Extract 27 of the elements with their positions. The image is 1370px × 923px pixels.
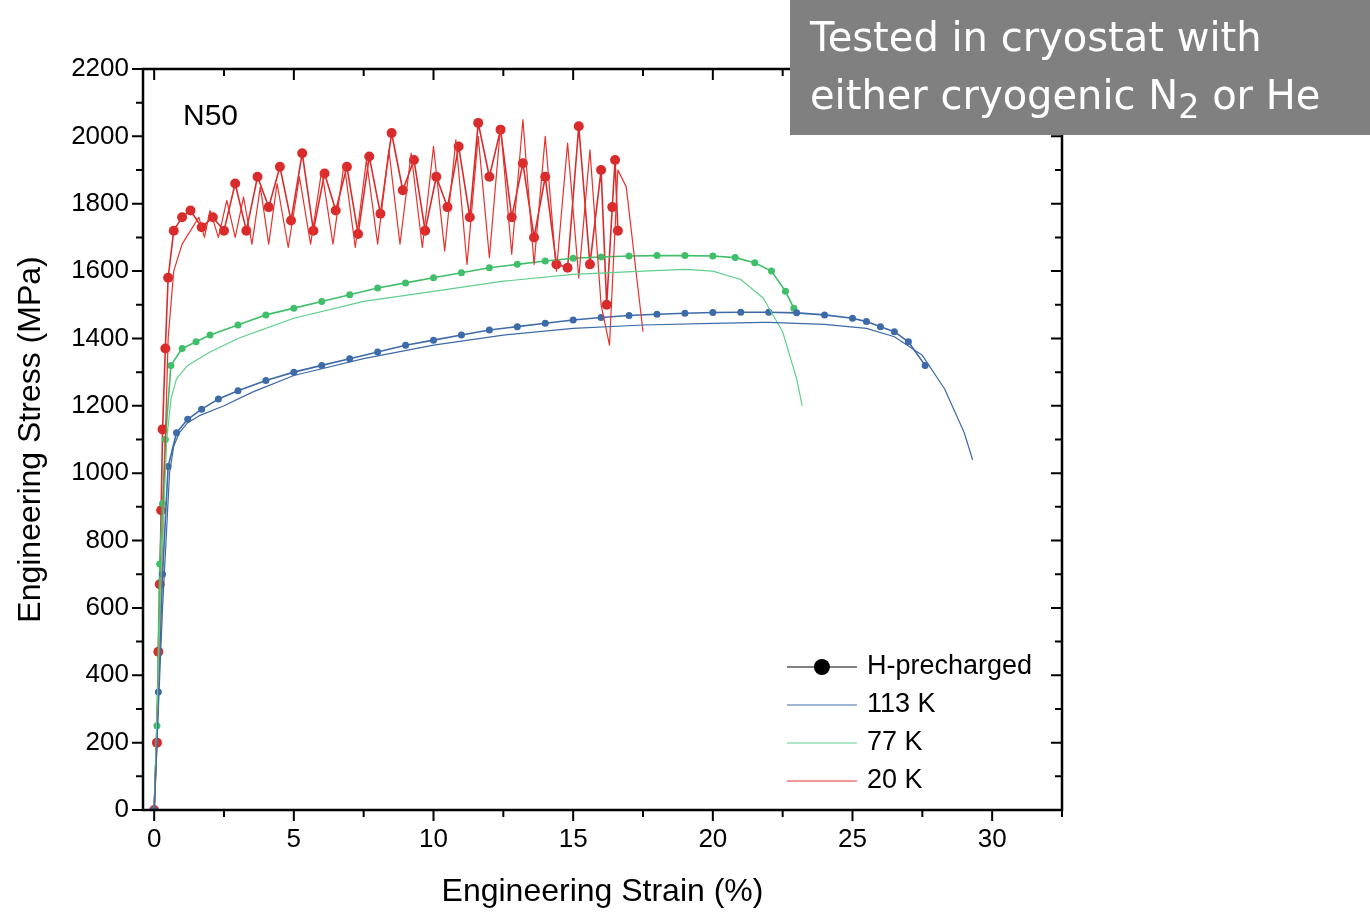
x-tick-label: 10 (419, 822, 448, 853)
y-tick-label: 2200 (71, 52, 129, 83)
y-tick-label: 1800 (71, 186, 129, 217)
x-tick-label: 25 (838, 822, 867, 853)
y-tick-label: 1600 (71, 254, 129, 285)
annotation: N50 (183, 98, 239, 132)
y-tick-label: 0 (114, 793, 129, 824)
x-tick-label: 15 (558, 822, 588, 853)
y-tick-label: 2000 (71, 119, 129, 150)
y-tick-label: 600 (85, 591, 129, 622)
y-tick-label: 200 (85, 725, 129, 756)
legend-label: 113 K (866, 688, 936, 719)
note-box: Tested in cryostat with either cryogenic N$_{2}$ or He (790, 0, 1370, 135)
x-tick-label: 0 (146, 822, 162, 853)
y-tick-label: 1400 (71, 321, 129, 352)
x-axis-title: Engineering Strain (%) (441, 871, 764, 908)
y-tick-label: 400 (85, 658, 129, 689)
y-tick-label: 1000 (71, 456, 129, 487)
y-axis-title: Engineering Stress (MPa) (11, 256, 48, 623)
legend-label: 77 K (866, 726, 923, 757)
legend-label: H-precharged (866, 650, 1033, 681)
legend-label: 20 K (866, 764, 923, 795)
x-tick-label: 30 (977, 822, 1007, 853)
x-tick-label: 5 (286, 822, 302, 853)
y-tick-label: 1200 (71, 388, 129, 419)
y-tick-label: 800 (85, 523, 129, 554)
x-tick-label: 20 (698, 822, 728, 853)
